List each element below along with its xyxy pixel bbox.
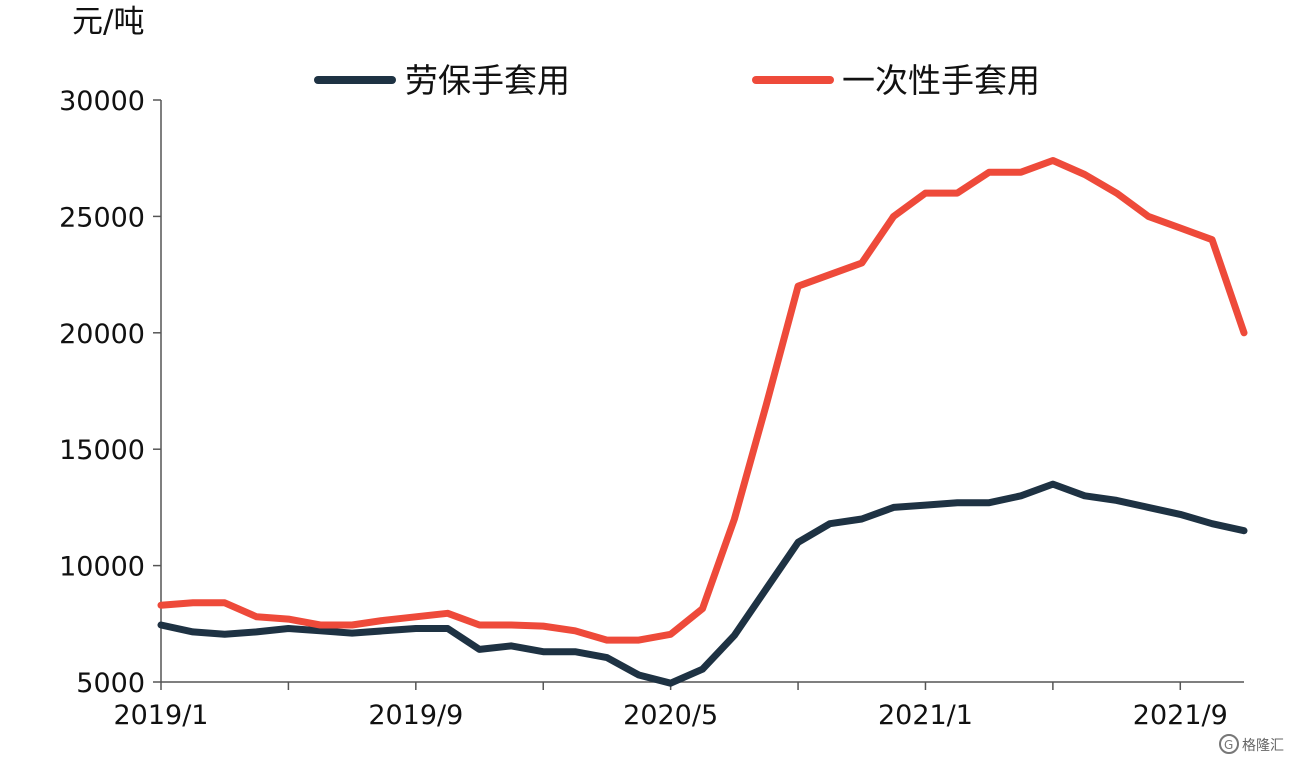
x-tick-label: 2019/1 bbox=[114, 700, 209, 731]
x-tick-label: 2021/9 bbox=[1133, 700, 1228, 731]
series-layer bbox=[157, 157, 1248, 687]
y-tick-label: 30000 bbox=[59, 86, 145, 117]
x-tick-label: 2020/5 bbox=[623, 700, 718, 731]
series-line-2 bbox=[157, 157, 1248, 644]
y-tick-label: 5000 bbox=[76, 668, 145, 699]
y-axis: 5000 10000 15000 20000 25000 30000 bbox=[59, 86, 162, 699]
y-axis-unit-label: 元/吨 bbox=[72, 4, 144, 40]
legend: 劳保手套用 一次性手套用 bbox=[314, 61, 1040, 100]
x-tick-label: 2019/9 bbox=[368, 700, 463, 731]
g-logo-glyph: G bbox=[1224, 738, 1233, 752]
x-tick-label: 2021/1 bbox=[878, 700, 973, 731]
legend-label-1: 劳保手套用 bbox=[405, 61, 570, 100]
series-line-1 bbox=[157, 480, 1248, 687]
y-tick-label: 15000 bbox=[59, 435, 145, 466]
y-tick-label: 25000 bbox=[59, 202, 145, 233]
g-logo-icon bbox=[1219, 734, 1239, 754]
watermark: G 格隆汇 bbox=[1219, 734, 1284, 754]
watermark-text: 格隆汇 bbox=[1242, 738, 1284, 754]
y-tick-label: 20000 bbox=[59, 319, 145, 350]
y-tick-label: 10000 bbox=[59, 552, 145, 583]
x-axis: 2019/1 2019/9 2020/5 2021/1 2021/9 bbox=[114, 681, 1244, 731]
legend-label-2: 一次性手套用 bbox=[842, 61, 1040, 100]
